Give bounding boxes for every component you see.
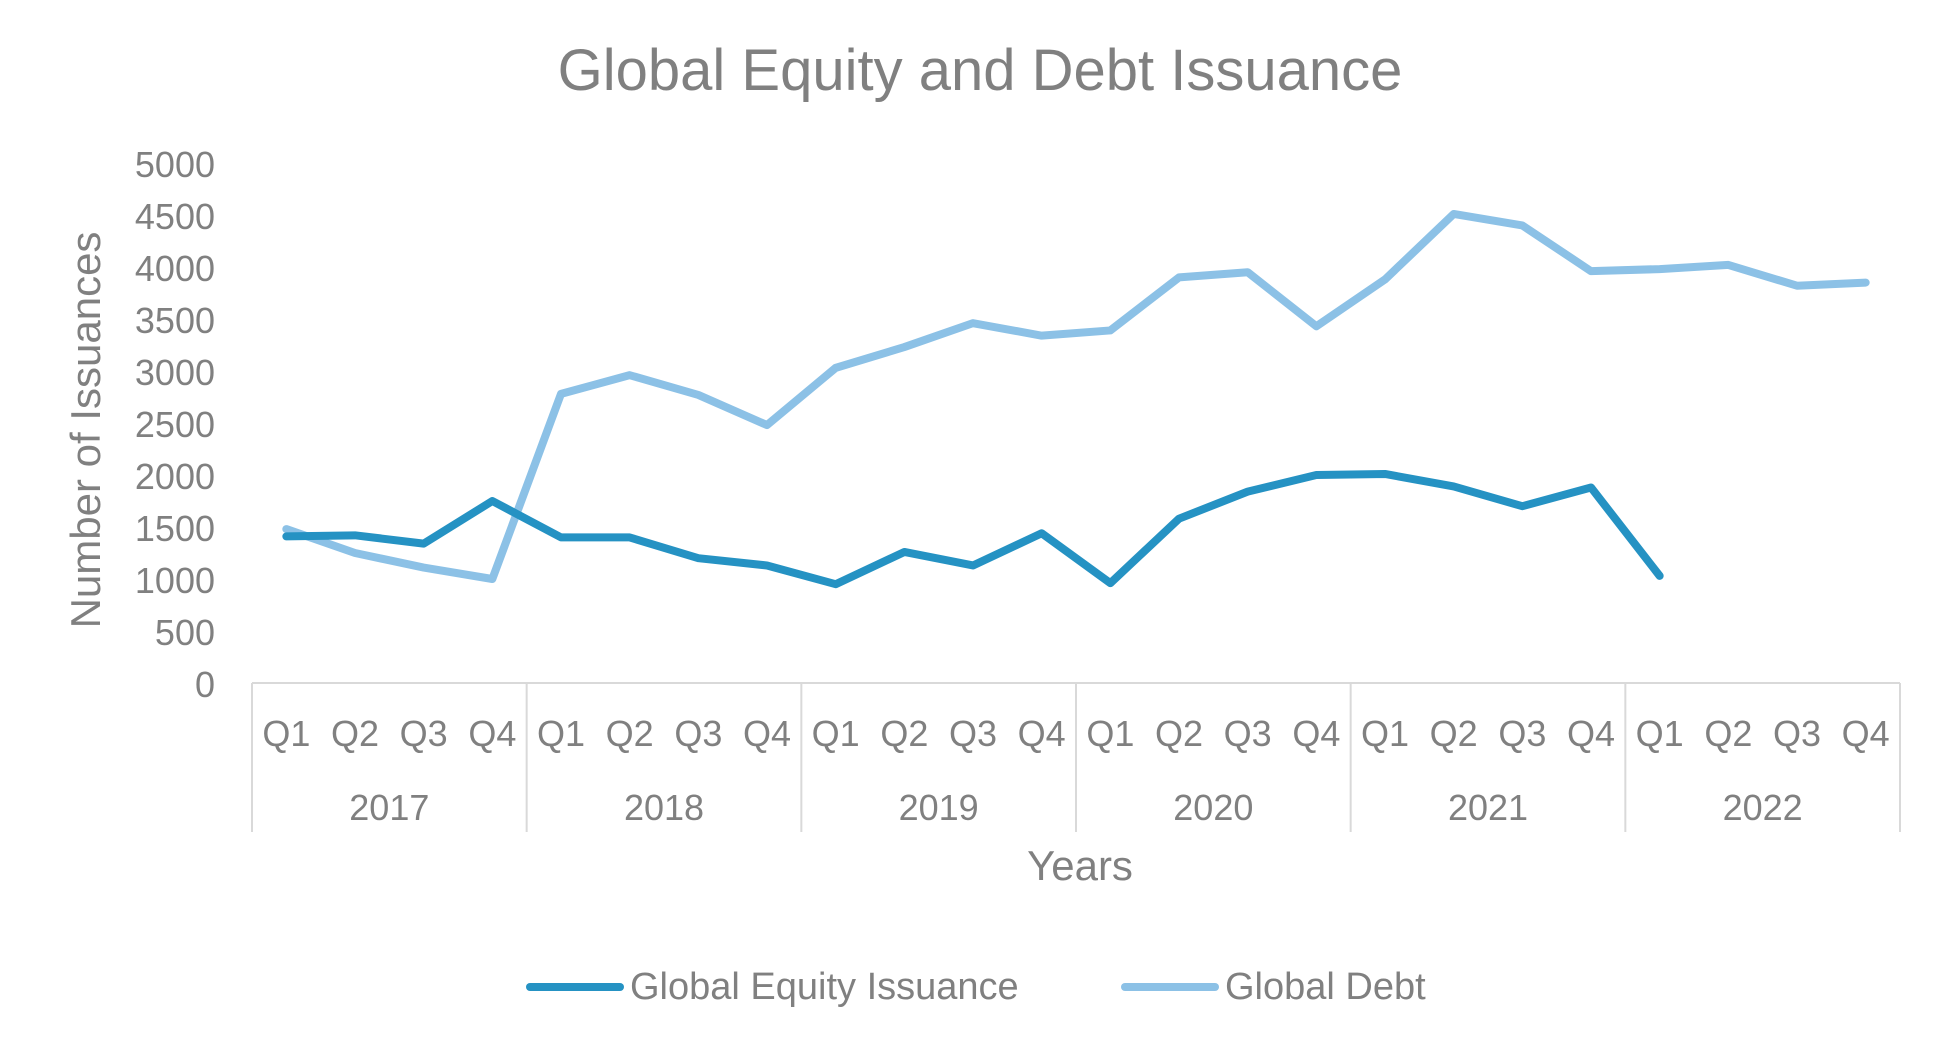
x-tick-label: Q1 <box>262 713 310 754</box>
x-tick-label: Q4 <box>1018 713 1066 754</box>
x-group-label: 2022 <box>1723 787 1803 828</box>
y-axis: 0 500 1000 1500 2000 2500 3000 3500 4000 4500 5000 <box>135 144 215 705</box>
x-tick-label: Q3 <box>1498 713 1546 754</box>
y-tick-label: 1000 <box>135 560 215 601</box>
x-tick-label: Q4 <box>1842 713 1890 754</box>
x-tick-label: Q3 <box>1773 713 1821 754</box>
x-tick-label: Q1 <box>1636 713 1684 754</box>
y-tick-label: 4500 <box>135 196 215 237</box>
x-tick-label: Q3 <box>674 713 722 754</box>
y-tick-label: 4000 <box>135 248 215 289</box>
y-axis-label: Number of Issuances <box>62 232 109 629</box>
x-tick-label: Q2 <box>331 713 379 754</box>
x-tick-label: Q4 <box>1567 713 1615 754</box>
x-group-label: 2018 <box>624 787 704 828</box>
x-tick-label: Q4 <box>1292 713 1340 754</box>
y-tick-label: 5000 <box>135 144 215 185</box>
x-group-label: 2019 <box>899 787 979 828</box>
x-tick-label: Q3 <box>1224 713 1272 754</box>
y-tick-label: 2000 <box>135 456 215 497</box>
x-tick-label: Q1 <box>1361 713 1409 754</box>
x-tick-label: Q2 <box>1704 713 1752 754</box>
x-axis: Q1 Q2 Q3 Q4 Q1 Q2 Q3 Q4 Q1 Q2 Q3 Q4 Q1 Q2 Q3 Q4 Q1 Q2 Q3 Q4… <box>252 683 1900 832</box>
x-tick-label: Q3 <box>400 713 448 754</box>
x-tick-label: Q2 <box>880 713 928 754</box>
legend-label: Global Debt <box>1225 966 1426 1008</box>
x-tick-label: Q1 <box>537 713 585 754</box>
x-axis-label: Years <box>1027 842 1133 889</box>
x-tick-label: Q4 <box>743 713 791 754</box>
x-tick-label: Q1 <box>1086 713 1134 754</box>
y-tick-label: 0 <box>195 664 215 705</box>
x-tick-label: Q4 <box>468 713 516 754</box>
legend-label: Global Equity Issuance <box>630 966 1019 1008</box>
series-lines <box>286 214 1866 584</box>
y-tick-label: 500 <box>155 612 215 653</box>
x-tick-label: Q2 <box>1155 713 1203 754</box>
x-group-label: 2021 <box>1448 787 1528 828</box>
y-tick-label: 2500 <box>135 404 215 445</box>
x-group-label: 2017 <box>349 787 429 828</box>
y-tick-label: 3000 <box>135 352 215 393</box>
y-tick-label: 3500 <box>135 300 215 341</box>
series-line-global-debt <box>286 214 1865 579</box>
y-tick-label: 1500 <box>135 508 215 549</box>
chart-title: Global Equity and Debt Issuance <box>558 38 1403 103</box>
legend: Global Equity Issuance Global Debt <box>530 966 1426 1008</box>
x-tick-label: Q1 <box>812 713 860 754</box>
x-tick-label: Q2 <box>1430 713 1478 754</box>
x-tick-label: Q3 <box>949 713 997 754</box>
x-tick-label: Q2 <box>606 713 654 754</box>
x-group-label: 2020 <box>1173 787 1253 828</box>
